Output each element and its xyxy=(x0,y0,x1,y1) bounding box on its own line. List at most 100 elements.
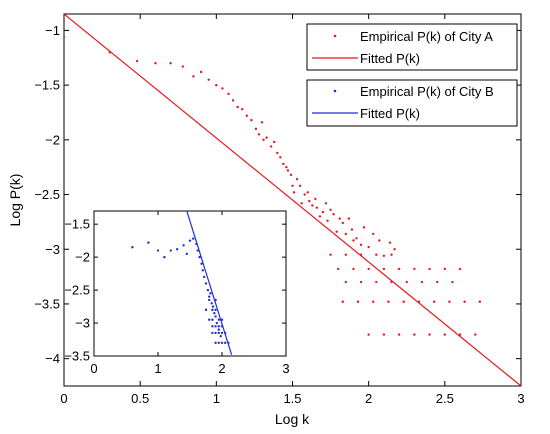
y-axis-label: Log P(k) xyxy=(7,174,23,227)
data-point xyxy=(344,280,348,284)
legend-a-marker xyxy=(333,34,337,38)
data-point xyxy=(463,300,466,303)
legend-city-a: Empirical P(k) of City A Fitted P(k) xyxy=(306,23,518,71)
data-point xyxy=(217,341,220,345)
data-point xyxy=(254,127,258,131)
data-point xyxy=(329,208,332,212)
data-point xyxy=(182,244,185,247)
data-point xyxy=(210,302,213,305)
data-point xyxy=(200,262,203,265)
data-point xyxy=(428,333,431,336)
data-point xyxy=(276,151,279,155)
data-point xyxy=(202,275,206,279)
data-point xyxy=(265,136,268,139)
data-point xyxy=(352,239,355,242)
data-point xyxy=(359,280,363,284)
y-tick-label: −3 xyxy=(75,316,90,331)
data-point xyxy=(443,267,447,271)
data-point xyxy=(215,83,218,87)
data-point xyxy=(382,254,386,257)
data-point xyxy=(448,300,451,303)
y-tick-label: −4 xyxy=(45,351,60,366)
data-point xyxy=(207,78,210,81)
data-point xyxy=(196,249,199,252)
data-point xyxy=(432,300,436,303)
data-point xyxy=(169,62,172,65)
data-point xyxy=(250,118,253,122)
data-point xyxy=(154,62,157,65)
data-point xyxy=(217,331,220,335)
data-point xyxy=(292,191,296,194)
data-point xyxy=(303,193,306,196)
data-point xyxy=(291,184,294,187)
data-point xyxy=(211,318,214,321)
data-point xyxy=(208,318,211,321)
data-point xyxy=(397,267,401,271)
legend-b-marker xyxy=(333,89,337,93)
data-point xyxy=(326,219,329,222)
data-point xyxy=(362,226,366,229)
data-point xyxy=(474,333,477,336)
x-tick-label: 3 xyxy=(282,361,289,376)
inset-y-ticks: −1.5 −2 −2.5 −3 −3.5 xyxy=(64,217,286,364)
data-point xyxy=(443,333,447,336)
data-point xyxy=(289,173,293,177)
y-tick-label: −1 xyxy=(45,23,60,38)
data-point xyxy=(314,197,317,201)
data-point xyxy=(260,121,264,124)
data-point xyxy=(185,252,188,256)
data-point xyxy=(64,35,66,39)
data-point xyxy=(204,308,208,312)
x-tick-label: 3 xyxy=(517,391,524,406)
data-point xyxy=(388,241,392,244)
fitted-line xyxy=(64,14,521,386)
data-point xyxy=(372,232,375,236)
legend-b-fitted-label: Fitted P(k) xyxy=(360,106,420,121)
data-point xyxy=(285,165,288,169)
x-tick-label: 2 xyxy=(218,361,225,376)
x-tick-label: 2 xyxy=(365,391,372,406)
data-point xyxy=(273,140,276,144)
data-point xyxy=(227,92,230,96)
data-point xyxy=(393,248,396,251)
data-point xyxy=(131,246,134,249)
x-tick-label: 1 xyxy=(213,391,220,406)
data-point xyxy=(201,269,204,272)
data-point xyxy=(350,228,354,231)
data-point xyxy=(402,300,405,303)
data-point xyxy=(413,333,416,336)
data-point xyxy=(219,335,222,338)
data-point xyxy=(321,210,325,214)
data-point xyxy=(344,253,348,256)
data-point xyxy=(236,105,239,109)
main-y-ticks: −1 −1.5 −2 −2.5 −3 −3.5 −4 xyxy=(34,23,521,366)
legend-b-box xyxy=(306,79,518,127)
data-point xyxy=(335,230,338,233)
data-point xyxy=(378,239,381,242)
y-tick-label: −1.5 xyxy=(34,78,60,93)
y-tick-label: −3.5 xyxy=(34,296,60,311)
data-point xyxy=(355,237,358,240)
legend-city-b: Empirical P(k) of City B Fitted P(k) xyxy=(306,79,518,127)
data-point xyxy=(163,255,166,259)
data-point xyxy=(352,267,355,271)
x-tick-label: 0 xyxy=(90,361,97,376)
data-point xyxy=(344,232,348,236)
data-point xyxy=(300,202,303,205)
data-point xyxy=(245,114,248,117)
fitted-line xyxy=(186,211,233,355)
data-point xyxy=(478,300,482,303)
data-point xyxy=(318,215,322,218)
data-point xyxy=(209,292,212,295)
data-point xyxy=(220,341,224,345)
data-point xyxy=(332,213,335,216)
y-tick-label: −1.5 xyxy=(64,217,90,232)
y-tick-label: −2.5 xyxy=(34,187,60,202)
y-tick-label: −2 xyxy=(75,250,90,265)
data-point xyxy=(221,87,224,90)
data-point xyxy=(208,298,211,302)
legend-a-box xyxy=(306,23,518,71)
data-point xyxy=(231,99,235,102)
data-point xyxy=(311,204,314,207)
